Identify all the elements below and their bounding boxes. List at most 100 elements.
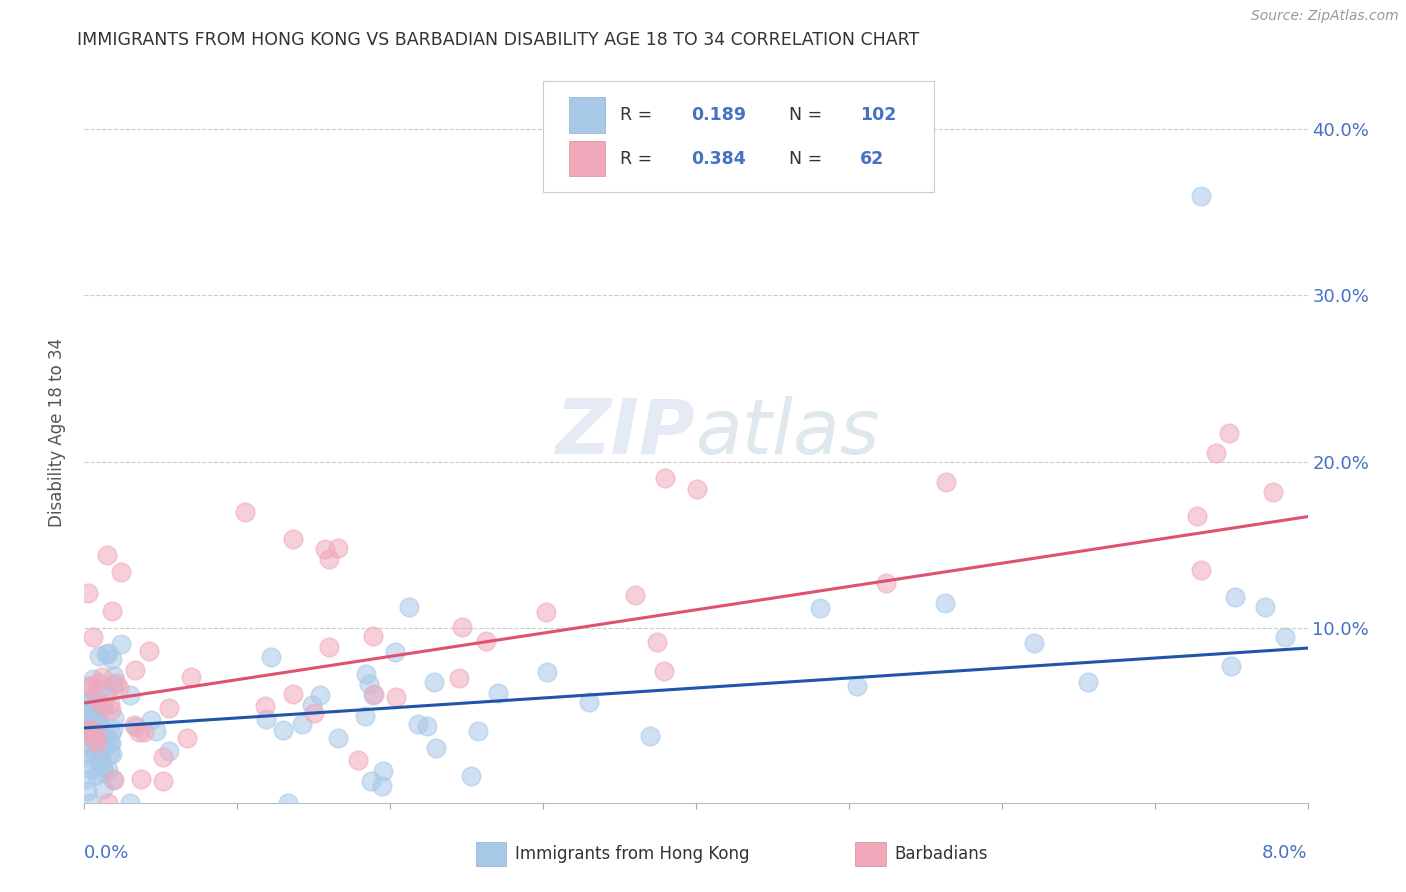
Text: 102: 102 bbox=[860, 106, 896, 124]
Text: N =: N = bbox=[789, 150, 828, 168]
Point bbox=[356, 666, 378, 681]
Point bbox=[291, 716, 314, 731]
Text: N =: N = bbox=[789, 106, 828, 124]
Point bbox=[79, 762, 101, 776]
Point bbox=[101, 605, 124, 619]
Point bbox=[360, 773, 382, 788]
Point bbox=[363, 687, 385, 701]
Point bbox=[318, 640, 340, 654]
Point bbox=[180, 670, 202, 684]
Point bbox=[93, 729, 115, 743]
Point bbox=[1274, 630, 1296, 644]
Point bbox=[98, 746, 121, 760]
Point bbox=[277, 796, 299, 810]
Point bbox=[132, 724, 155, 739]
Point bbox=[84, 725, 107, 739]
Point bbox=[314, 541, 336, 556]
Point bbox=[104, 676, 127, 690]
Point bbox=[875, 575, 897, 590]
Point bbox=[76, 784, 98, 798]
Text: Source: ZipAtlas.com: Source: ZipAtlas.com bbox=[1251, 9, 1399, 23]
Point bbox=[103, 669, 125, 683]
Point bbox=[357, 676, 380, 690]
Point bbox=[100, 736, 122, 750]
Point bbox=[79, 723, 101, 737]
Point bbox=[110, 637, 132, 651]
Point bbox=[79, 702, 101, 716]
Point bbox=[139, 714, 162, 728]
Point bbox=[398, 600, 420, 615]
Point bbox=[76, 751, 98, 765]
Point bbox=[83, 714, 105, 728]
Point bbox=[86, 706, 108, 721]
Point bbox=[110, 566, 132, 580]
Text: Barbadians: Barbadians bbox=[894, 845, 987, 863]
Point bbox=[124, 663, 146, 677]
Point bbox=[87, 719, 110, 733]
Point bbox=[82, 630, 104, 644]
Point bbox=[77, 710, 100, 724]
Point bbox=[1220, 659, 1243, 673]
Point bbox=[96, 548, 118, 562]
Point bbox=[103, 711, 125, 725]
Point bbox=[75, 772, 97, 787]
Point bbox=[87, 713, 110, 727]
Point bbox=[934, 596, 956, 610]
Point bbox=[152, 750, 174, 764]
Point bbox=[157, 701, 180, 715]
Point bbox=[89, 649, 111, 664]
Point bbox=[79, 738, 101, 752]
Point bbox=[97, 731, 120, 746]
Point bbox=[103, 677, 125, 691]
Point bbox=[318, 552, 340, 566]
Point bbox=[260, 650, 283, 665]
Point bbox=[84, 746, 107, 760]
Point bbox=[129, 772, 152, 786]
Point bbox=[90, 751, 112, 765]
Point bbox=[80, 727, 103, 741]
Point bbox=[100, 726, 122, 740]
Point bbox=[83, 731, 105, 746]
Point bbox=[302, 706, 325, 721]
Point bbox=[281, 532, 304, 546]
Point bbox=[82, 673, 104, 687]
Point bbox=[93, 764, 115, 779]
Point bbox=[652, 664, 675, 678]
Point bbox=[86, 692, 108, 706]
Point bbox=[97, 686, 120, 700]
Point bbox=[423, 674, 446, 689]
Point bbox=[1022, 636, 1045, 650]
Point bbox=[91, 670, 114, 684]
Point bbox=[159, 744, 181, 758]
Point bbox=[686, 483, 709, 497]
Point bbox=[87, 676, 110, 690]
Point bbox=[578, 695, 600, 709]
Bar bbox=[475, 842, 506, 866]
Bar bbox=[855, 842, 886, 866]
Point bbox=[103, 772, 125, 787]
Point bbox=[76, 729, 98, 743]
Point bbox=[124, 717, 146, 731]
Point bbox=[93, 738, 115, 752]
Point bbox=[93, 781, 115, 796]
Point bbox=[80, 725, 103, 739]
Point bbox=[475, 633, 498, 648]
Point bbox=[152, 774, 174, 789]
Point bbox=[118, 796, 141, 810]
Point bbox=[638, 729, 661, 743]
Point bbox=[406, 716, 429, 731]
Point bbox=[361, 629, 384, 643]
Text: 0.0%: 0.0% bbox=[84, 844, 129, 862]
Point bbox=[846, 679, 869, 693]
Point bbox=[89, 742, 111, 756]
Point bbox=[79, 679, 101, 693]
Point bbox=[97, 763, 120, 777]
Point bbox=[101, 723, 124, 737]
Point bbox=[308, 688, 330, 702]
Point bbox=[91, 760, 114, 774]
Point bbox=[353, 709, 375, 723]
Point bbox=[138, 644, 160, 658]
Point bbox=[654, 471, 676, 485]
Y-axis label: Disability Age 18 to 34: Disability Age 18 to 34 bbox=[48, 338, 66, 527]
Point bbox=[425, 741, 447, 756]
